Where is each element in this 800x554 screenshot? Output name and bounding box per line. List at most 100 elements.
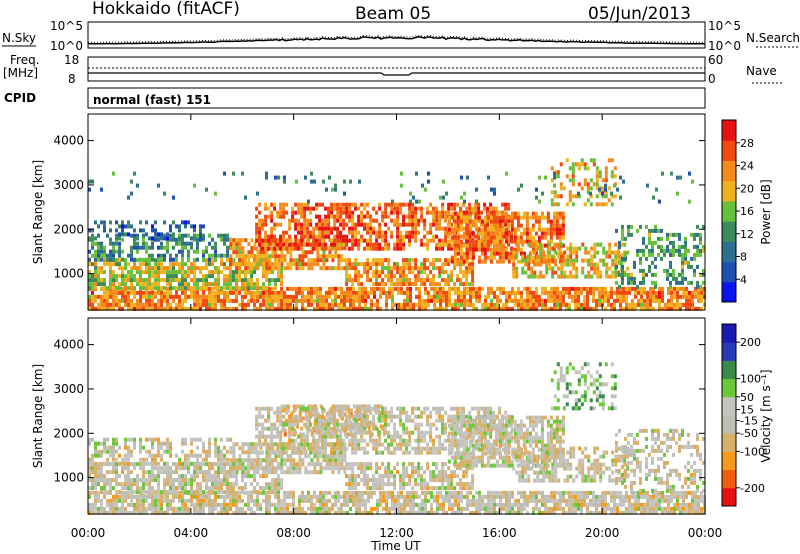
data-cell (268, 290, 271, 295)
data-cell (343, 258, 347, 263)
data-cell (202, 278, 205, 283)
data-cell (124, 482, 127, 487)
data-cell (259, 502, 262, 507)
data-cell (112, 486, 115, 491)
data-cell (115, 474, 118, 479)
data-cell (418, 302, 421, 307)
data-cell (145, 498, 148, 503)
data-cell (300, 246, 304, 251)
data-cell (88, 486, 91, 491)
data-cell (322, 298, 325, 303)
data-cell (484, 302, 487, 307)
data-cell (178, 241, 181, 246)
colorbar-tick-label: 28 (740, 137, 754, 150)
data-cell (181, 249, 184, 254)
data-cell (439, 506, 442, 511)
data-cell (447, 223, 451, 228)
data-cell (166, 506, 169, 511)
data-cell (283, 306, 286, 311)
data-cell (127, 232, 130, 237)
data-cell (553, 510, 556, 515)
data-cell (121, 232, 124, 237)
data-cell (157, 270, 160, 275)
data-cell (508, 494, 511, 499)
data-cell (621, 280, 624, 285)
data-cell (279, 210, 283, 215)
data-cell (97, 474, 100, 479)
data-cell (208, 233, 211, 238)
data-cell (214, 245, 217, 250)
data-cell (340, 290, 343, 295)
data-cell (94, 506, 97, 511)
data-cell (286, 302, 289, 307)
data-cell (295, 266, 299, 271)
data-cell (220, 298, 223, 303)
data-cell (229, 246, 233, 251)
data-cell (429, 202, 433, 207)
data-cell (310, 171, 313, 176)
data-cell (514, 498, 517, 503)
data-cell (133, 466, 136, 471)
data-cell (354, 226, 358, 231)
data-cell (673, 494, 676, 499)
data-cell (381, 258, 385, 263)
data-cell (273, 238, 277, 243)
data-cell (655, 298, 658, 303)
data-cell (328, 290, 331, 295)
data-cell (697, 294, 700, 299)
data-cell (133, 171, 136, 176)
data-cell (160, 498, 163, 503)
data-cell (661, 498, 664, 503)
data-cell (220, 302, 223, 307)
data-cell (658, 502, 661, 507)
data-cell (193, 258, 196, 263)
data-cell (688, 306, 691, 311)
data-cell (184, 245, 187, 250)
data-cell (537, 215, 541, 220)
data-cell (136, 474, 139, 479)
data-cell (127, 466, 130, 471)
data-cell (181, 241, 184, 246)
data-cell (196, 286, 199, 291)
data-cell (316, 306, 319, 311)
data-cell (274, 266, 278, 271)
data-cell (277, 254, 281, 259)
data-cell (572, 274, 576, 279)
data-cell (100, 249, 103, 254)
data-cell (184, 294, 187, 299)
data-cell (232, 246, 236, 251)
data-cell (166, 294, 169, 299)
data-cell (388, 290, 391, 295)
data-cell (679, 494, 682, 499)
data-cell (142, 486, 145, 491)
data-cell (306, 234, 310, 239)
data-cell (521, 242, 525, 247)
data-cell (462, 251, 466, 256)
data-cell (343, 191, 346, 196)
data-cell (348, 202, 352, 207)
data-cell (184, 506, 187, 511)
data-cell (426, 258, 430, 263)
data-cell (268, 498, 271, 503)
data-cell (604, 286, 607, 291)
data-cell (214, 306, 217, 311)
data-cell (418, 286, 421, 291)
data-cell (181, 286, 184, 291)
data-cell (480, 227, 484, 232)
data-cell (575, 258, 579, 263)
data-cell (175, 290, 178, 295)
data-cell (397, 302, 400, 307)
data-cell (530, 270, 534, 275)
data-cell (103, 224, 106, 229)
data-cell (456, 227, 460, 232)
data-cell (504, 222, 508, 227)
data-cell (196, 494, 199, 499)
data-cell (661, 290, 664, 295)
data-cell (118, 253, 121, 258)
data-cell (468, 282, 472, 287)
data-cell (577, 502, 580, 507)
data-cell (316, 298, 319, 303)
data-cell (247, 270, 250, 275)
data-cell (109, 506, 112, 511)
data-cell (378, 202, 382, 207)
